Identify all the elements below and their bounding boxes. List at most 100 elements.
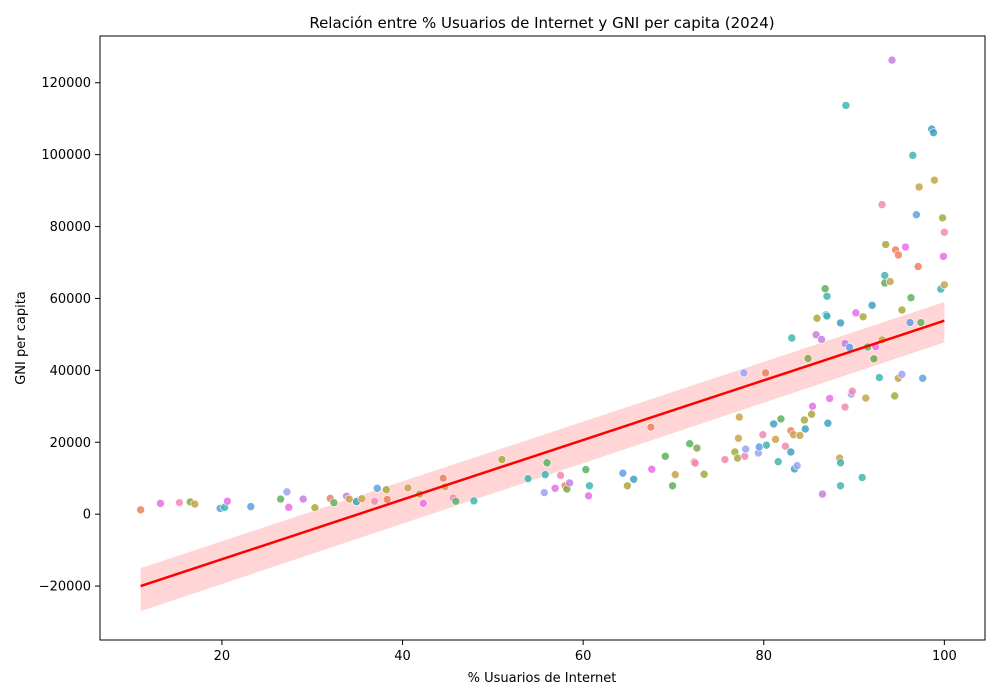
data-point: [771, 435, 780, 444]
data-point: [918, 373, 927, 383]
data-point: [661, 451, 670, 461]
data-point: [762, 440, 771, 450]
data-point: [803, 354, 813, 363]
data-point: [741, 444, 750, 454]
data-point: [136, 505, 145, 515]
data-point: [877, 200, 887, 209]
data-point: [817, 335, 826, 344]
data-point: [581, 465, 591, 474]
x-tick-label: 20: [214, 649, 231, 664]
data-point: [734, 434, 743, 443]
data-point: [822, 291, 832, 301]
x-tick-label: 80: [755, 649, 772, 664]
y-tick-label: 80000: [50, 220, 91, 235]
data-point: [800, 415, 809, 425]
data-point: [867, 300, 877, 310]
data-point: [540, 488, 549, 497]
data-point: [310, 503, 320, 512]
data-point: [787, 333, 797, 343]
data-point: [913, 262, 923, 271]
y-axis-label: GNI per capita: [14, 291, 29, 385]
data-point: [795, 431, 805, 440]
data-point: [276, 494, 285, 504]
y-tick-label: 60000: [50, 292, 91, 307]
data-point: [812, 313, 822, 323]
data-point: [584, 491, 593, 501]
data-point: [851, 308, 861, 318]
data-point: [565, 478, 574, 488]
data-point: [372, 483, 382, 493]
data-point: [344, 494, 354, 504]
data-point: [758, 430, 768, 440]
data-point: [298, 494, 308, 504]
data-point: [623, 481, 632, 491]
data-point: [836, 318, 845, 328]
data-point: [786, 447, 796, 457]
data-point: [836, 458, 845, 468]
data-point: [800, 424, 810, 434]
data-point: [246, 502, 256, 511]
data-point: [881, 240, 890, 249]
data-point: [857, 473, 867, 482]
data-point: [858, 312, 868, 322]
data-point: [156, 499, 165, 508]
y-axis-ticks: −20000 0 20000 40000 60000 80000 100000 120000: [39, 76, 100, 595]
data-point: [175, 498, 184, 507]
data-point: [646, 422, 656, 432]
data-point: [329, 498, 339, 507]
data-point: [836, 481, 845, 491]
data-point: [735, 412, 744, 422]
data-point: [284, 503, 294, 512]
data-point: [223, 496, 232, 506]
data-point: [629, 474, 639, 484]
data-point: [670, 470, 680, 479]
data-point: [885, 277, 895, 286]
data-point: [403, 483, 413, 493]
data-point: [906, 293, 916, 303]
points-layer: [136, 55, 949, 515]
data-point: [550, 483, 560, 493]
data-point: [940, 280, 949, 290]
x-axis-ticks: 20 40 60 80 100: [214, 640, 957, 664]
data-point: [418, 499, 428, 508]
y-tick-label: 0: [83, 508, 91, 523]
data-point: [699, 469, 709, 479]
data-point: [740, 451, 750, 461]
data-point: [647, 464, 657, 474]
data-point: [894, 250, 903, 260]
data-point: [875, 373, 884, 382]
data-point: [733, 453, 742, 463]
data-point: [929, 128, 938, 138]
data-point: [618, 468, 628, 478]
data-point: [754, 442, 764, 452]
data-point: [282, 487, 292, 497]
y-tick-label: 120000: [41, 76, 91, 91]
data-point: [887, 55, 897, 65]
data-point: [811, 330, 821, 340]
data-point: [861, 393, 871, 403]
y-tick-label: 100000: [41, 148, 91, 163]
x-axis-label: % Usuarios de Internet: [468, 671, 617, 686]
data-point: [523, 474, 533, 483]
y-tick-label: 20000: [50, 436, 91, 451]
data-point: [540, 470, 550, 479]
data-point: [908, 151, 918, 160]
y-tick-label: −20000: [39, 580, 91, 595]
data-point: [807, 409, 816, 419]
x-tick-label: 100: [932, 649, 957, 664]
data-point: [940, 228, 949, 237]
data-point: [773, 457, 783, 466]
data-point: [585, 481, 594, 491]
data-point: [901, 242, 910, 252]
data-point: [792, 461, 802, 470]
data-point: [469, 496, 479, 506]
data-point: [190, 499, 200, 509]
data-point: [916, 318, 926, 327]
data-point: [542, 458, 552, 468]
data-point: [761, 368, 770, 378]
data-point: [690, 458, 700, 468]
data-point: [685, 439, 694, 449]
data-point: [912, 210, 921, 219]
data-point: [668, 481, 677, 491]
